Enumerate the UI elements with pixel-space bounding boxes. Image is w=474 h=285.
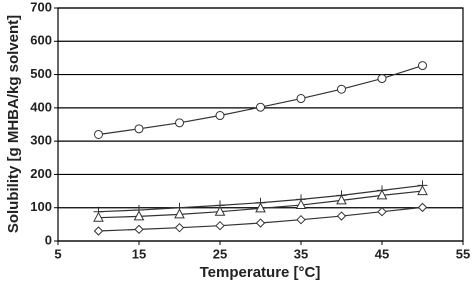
x-axis-title: Temperature [°C] (200, 264, 321, 281)
marker (255, 218, 266, 228)
marker (174, 208, 185, 219)
x-tick-label: 35 (294, 246, 308, 261)
series-line (98, 65, 423, 136)
marker (337, 84, 346, 94)
marker (215, 111, 225, 121)
marker (215, 220, 225, 231)
marker (418, 61, 427, 71)
marker (175, 118, 184, 128)
marker (336, 211, 347, 221)
marker (93, 226, 104, 236)
marker (295, 198, 307, 210)
y-tick-label: 200 (30, 166, 52, 181)
y-tick-label: 400 (30, 99, 52, 114)
marker (174, 222, 185, 233)
marker (214, 205, 226, 216)
y-tick-label: 500 (30, 66, 52, 81)
marker (376, 189, 388, 200)
marker (256, 102, 265, 112)
x-tick-label: 15 (132, 246, 146, 261)
marker (377, 74, 387, 84)
marker (255, 202, 266, 213)
y-tick-label: 0 (45, 232, 52, 247)
y-tick-label: 700 (30, 0, 52, 14)
marker (296, 94, 306, 104)
y-tick-label: 600 (30, 33, 52, 48)
y-tick-label: 300 (30, 133, 52, 148)
plot-frame (57, 7, 464, 242)
marker (134, 224, 144, 235)
marker (296, 214, 306, 225)
marker (133, 210, 145, 221)
y-axis-title: Solubility [g MHBA/kg solvent] (5, 15, 22, 233)
marker (377, 207, 387, 217)
marker (417, 185, 428, 196)
x-tick-label: 5 (54, 246, 61, 261)
marker (134, 124, 144, 134)
y-tick-label: 100 (30, 199, 52, 214)
x-tick-label: 25 (213, 246, 227, 261)
marker (94, 129, 103, 139)
marker (417, 202, 428, 213)
x-tick-label: 45 (375, 246, 389, 261)
marker (93, 211, 104, 222)
x-tick-label: 55 (456, 246, 470, 261)
marker (336, 194, 347, 205)
